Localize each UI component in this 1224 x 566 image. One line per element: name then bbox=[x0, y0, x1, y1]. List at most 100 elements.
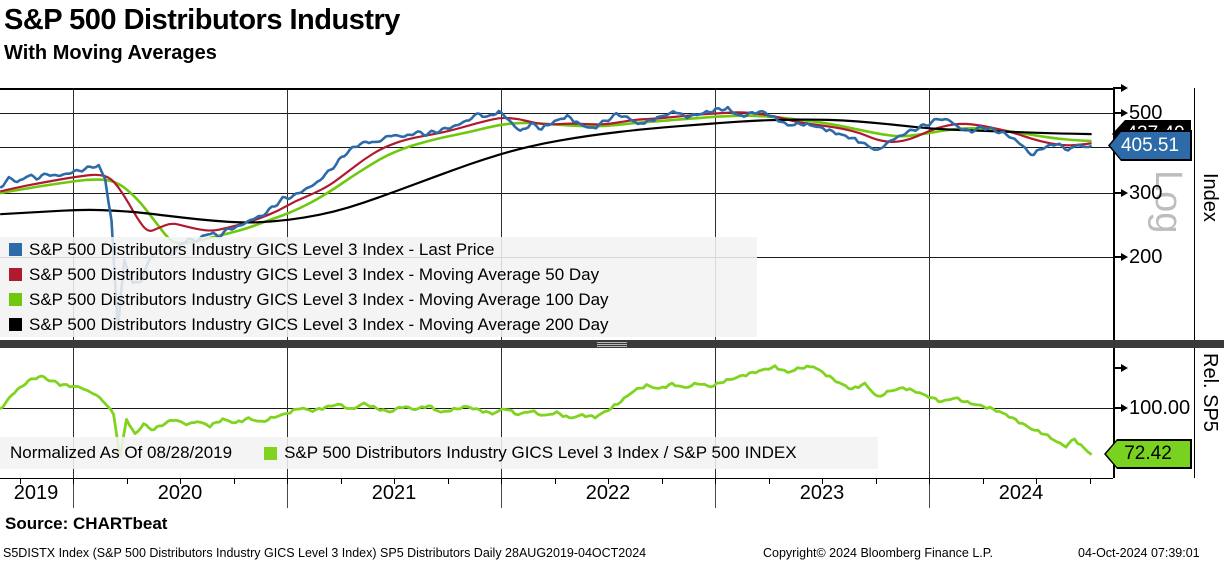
relative-series-swatch-icon bbox=[264, 446, 278, 460]
quarter-tick bbox=[340, 478, 342, 484]
bottom-legend[interactable]: Normalized As Of 08/28/2019 S&P 500 Dist… bbox=[0, 437, 878, 469]
year-gridline bbox=[715, 88, 716, 341]
relsp5-axis-tick-arrow-icon bbox=[1121, 403, 1128, 412]
series-line-moving-average-50-day bbox=[0, 111, 1092, 232]
top-panel-gridline bbox=[0, 193, 1113, 194]
legend-row[interactable]: S&P 500 Distributors Industry GICS Level… bbox=[0, 287, 757, 312]
year-gridline bbox=[73, 348, 74, 478]
quarter-tick bbox=[19, 478, 21, 484]
legend-swatch-icon bbox=[9, 318, 22, 331]
year-separator-tick bbox=[501, 478, 502, 508]
year-gridline bbox=[929, 348, 930, 478]
index-axis-tick-label: 300 bbox=[1129, 182, 1163, 204]
top-legend: S&P 500 Distributors Industry GICS Level… bbox=[0, 237, 757, 337]
quarter-tick bbox=[661, 478, 663, 484]
index-axis-tick-label: 200 bbox=[1129, 246, 1163, 268]
year-gridline bbox=[929, 88, 930, 341]
legend-row[interactable]: S&P 500 Distributors Industry GICS Level… bbox=[0, 312, 757, 337]
index-axis-label: Index bbox=[1199, 173, 1221, 222]
relative-value: 72.42 bbox=[1124, 443, 1172, 464]
rel-sp5-axis-label: Rel. SP5 bbox=[1199, 353, 1221, 432]
source-line: Source: CHARTbeat bbox=[5, 514, 168, 533]
year-gridline bbox=[501, 88, 502, 341]
top-panel-top-border bbox=[0, 88, 1113, 90]
legend-swatch-icon bbox=[9, 293, 22, 306]
right-axis-line bbox=[1113, 88, 1115, 478]
bottom-panel-gridline bbox=[0, 408, 1113, 409]
footer-security-info: S5DISTX Index (S&P 500 Distributors Indu… bbox=[3, 546, 647, 560]
top-panel-gridline bbox=[0, 113, 1113, 114]
legend-swatch-icon bbox=[9, 268, 22, 281]
legend-label: S&P 500 Distributors Industry GICS Level… bbox=[29, 239, 495, 259]
quarter-tick bbox=[1089, 478, 1091, 484]
quarter-tick bbox=[822, 478, 823, 484]
page-title: S&P 500 Distributors Industry bbox=[4, 4, 400, 36]
quarter-tick bbox=[982, 478, 984, 484]
quarter-tick bbox=[875, 478, 877, 484]
index-axis-tickline bbox=[1113, 256, 1122, 258]
legend-swatch-icon bbox=[9, 243, 22, 256]
bottom-panel-bottom-border bbox=[0, 477, 1113, 479]
legend-label: S&P 500 Distributors Industry GICS Level… bbox=[29, 289, 609, 309]
quarter-tick bbox=[1036, 478, 1037, 484]
quarter-tick bbox=[73, 478, 74, 484]
quarter-tick bbox=[180, 478, 181, 484]
outer-axis-line bbox=[1194, 88, 1195, 478]
x-axis-year-label: 2021 bbox=[371, 482, 417, 504]
last-price-value: 405.51 bbox=[1120, 134, 1180, 156]
relative-value-badge: 72.42 bbox=[1104, 439, 1192, 469]
index-axis-tickline bbox=[1113, 87, 1122, 89]
quarter-tick bbox=[929, 478, 930, 484]
last-price-badge: 405.51 bbox=[1108, 130, 1192, 161]
year-gridline bbox=[73, 88, 74, 341]
legend-row[interactable]: S&P 500 Distributors Industry GICS Level… bbox=[0, 237, 757, 262]
log-scale-label: Log bbox=[1147, 170, 1189, 234]
relsp5-axis-tick-label: 100.00 bbox=[1129, 397, 1191, 419]
year-separator-tick bbox=[929, 478, 930, 508]
index-axis-tickline bbox=[1113, 192, 1122, 194]
separator-grip-icon[interactable] bbox=[597, 346, 627, 347]
series-line-moving-average-100-day bbox=[0, 114, 1092, 245]
quarter-tick bbox=[233, 478, 235, 484]
relative-series-label: S&P 500 Distributors Industry GICS Level… bbox=[284, 443, 797, 462]
top-panel-gridline bbox=[0, 147, 1113, 148]
x-axis-year-label: 2022 bbox=[585, 482, 631, 504]
x-axis-year-label: 2019 bbox=[13, 482, 59, 504]
index-axis-tick-arrow-icon bbox=[1121, 252, 1128, 261]
separator-grip-icon[interactable] bbox=[597, 344, 627, 345]
x-axis-year-label: 2024 bbox=[998, 482, 1044, 504]
quarter-tick bbox=[608, 478, 609, 484]
normalized-note: Normalized As Of 08/28/2019 bbox=[10, 443, 233, 462]
year-separator-tick bbox=[287, 478, 288, 508]
quarter-tick bbox=[554, 478, 556, 484]
legend-row[interactable]: S&P 500 Distributors Industry GICS Level… bbox=[0, 262, 757, 287]
relsp5-axis-tickline bbox=[1113, 407, 1122, 409]
index-axis-tickline bbox=[1113, 112, 1122, 114]
series-line-moving-average-200-day bbox=[0, 118, 1092, 224]
panel-separator[interactable] bbox=[0, 340, 1224, 348]
index-axis-tick-arrow-icon bbox=[1121, 83, 1128, 92]
index-axis-tick-label: 500 bbox=[1129, 102, 1163, 124]
legend-label: S&P 500 Distributors Industry GICS Level… bbox=[29, 314, 609, 334]
quarter-tick bbox=[287, 478, 288, 484]
last-price-badge-fill: 405.51 bbox=[1110, 132, 1190, 159]
footer-copyright: Copyright© 2024 Bloomberg Finance L.P. bbox=[763, 546, 993, 560]
series-line-relative-ratio bbox=[0, 364, 1093, 458]
quarter-tick bbox=[126, 478, 128, 484]
legend-label: S&P 500 Distributors Industry GICS Level… bbox=[29, 264, 600, 284]
page-subtitle: With Moving Averages bbox=[4, 42, 217, 64]
footer-timestamp: 04-Oct-2024 07:39:01 bbox=[1078, 546, 1200, 560]
year-separator-tick bbox=[73, 478, 74, 508]
relsp5-axis-tick-arrow-icon bbox=[1121, 363, 1128, 372]
quarter-tick bbox=[768, 478, 770, 484]
relative-chart-plot[interactable] bbox=[0, 348, 1113, 478]
separator-grip-icon[interactable] bbox=[597, 342, 627, 343]
quarter-tick bbox=[447, 478, 449, 484]
x-axis-year-label: 2023 bbox=[799, 482, 845, 504]
year-separator-tick bbox=[715, 478, 716, 508]
year-gridline bbox=[501, 348, 502, 478]
relsp5-axis-tickline bbox=[1113, 367, 1122, 369]
quarter-tick bbox=[394, 478, 395, 484]
year-gridline bbox=[715, 348, 716, 478]
